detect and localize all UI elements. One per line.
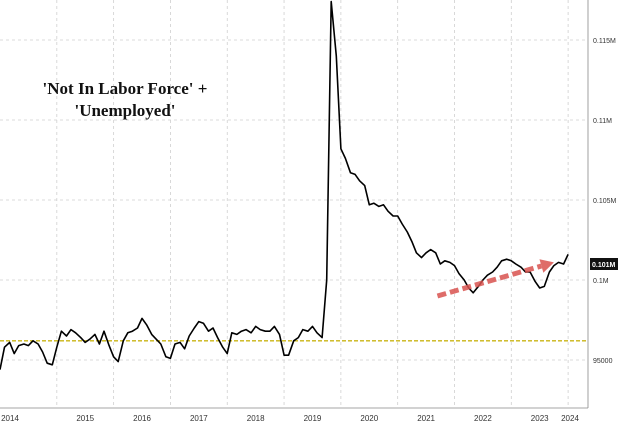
trend-arrow-shaft (436, 263, 543, 299)
x-tick-label: 2023 (531, 414, 549, 423)
trend-arrow (436, 259, 554, 299)
x-axis: 2014 2015 2016 2017 2018 2019 2020 2021 2022 2023… (0, 407, 588, 423)
last-value-label: 0.101M (590, 258, 618, 270)
last-value-box (590, 258, 618, 270)
y-tick-label: 0.105M (593, 198, 617, 205)
series-line (0, 0, 569, 370)
annotation-line-2: 'Unemployed' (74, 101, 176, 120)
x-tick-label: 2015 (76, 414, 94, 423)
chart-annotation: 'Not In Labor Force' + 'Unemployed' (0, 78, 250, 122)
x-tick-label: 2018 (247, 414, 265, 423)
x-tick-label: 2021 (417, 414, 435, 423)
x-tick-label: 2017 (190, 414, 208, 423)
trend-arrow-head (539, 259, 554, 273)
y-tick-label: 0.115M (593, 38, 616, 45)
y-axis: 95000 0.1M 0.105M 0.11M 0.115M (587, 0, 617, 408)
y-tick-label: 0.1M (593, 278, 609, 285)
x-tick-label: 2022 (474, 414, 492, 423)
y-tick-label: 0.11M (593, 118, 612, 125)
x-tick-label: 2014 (1, 414, 19, 423)
grid-lines (0, 0, 588, 408)
y-tick-label: 95000 (593, 358, 613, 365)
annotation-line-1: 'Not In Labor Force' + (42, 79, 208, 98)
x-tick-label: 2019 (304, 414, 322, 423)
x-tick-label: 2024 (561, 414, 579, 423)
last-value-text: 0.101M (592, 262, 616, 269)
x-tick-label: 2020 (360, 414, 378, 423)
x-tick-label: 2016 (133, 414, 151, 423)
